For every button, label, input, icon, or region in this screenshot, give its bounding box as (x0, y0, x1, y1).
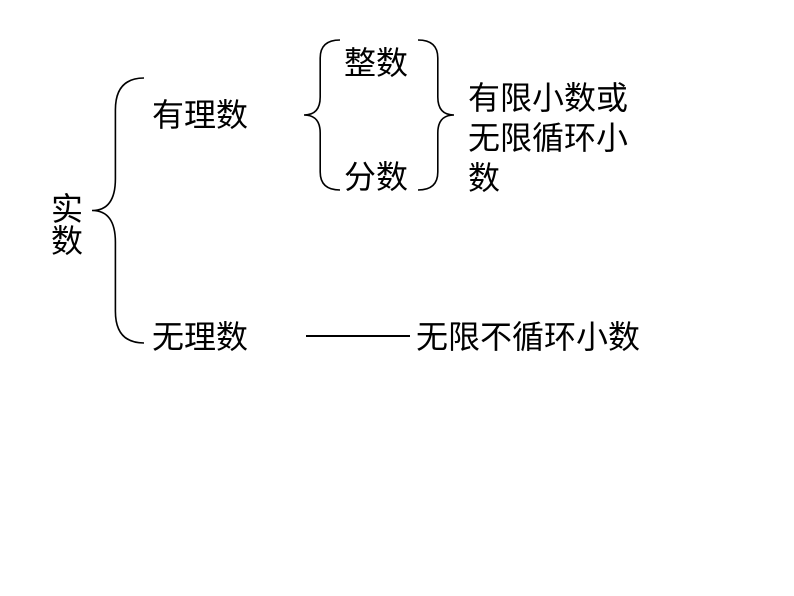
brace-closing-path (418, 40, 454, 190)
integer-label: 整数 (344, 44, 408, 82)
rational-label: 有理数 (152, 96, 248, 134)
rational-desc: 有限小数或 无限循环小 数 (468, 78, 628, 198)
fraction-label: 分数 (344, 158, 408, 196)
brace-closing (418, 40, 454, 190)
irrational-desc: 无限不循环小数 (416, 318, 640, 356)
brace-rational (304, 40, 340, 190)
root-label: 实数 (48, 192, 84, 256)
irrational-connector (306, 335, 410, 337)
brace-rational-path (304, 40, 340, 190)
brace-root-path (92, 78, 144, 343)
brace-root (92, 78, 144, 343)
irrational-label: 无理数 (152, 318, 248, 356)
